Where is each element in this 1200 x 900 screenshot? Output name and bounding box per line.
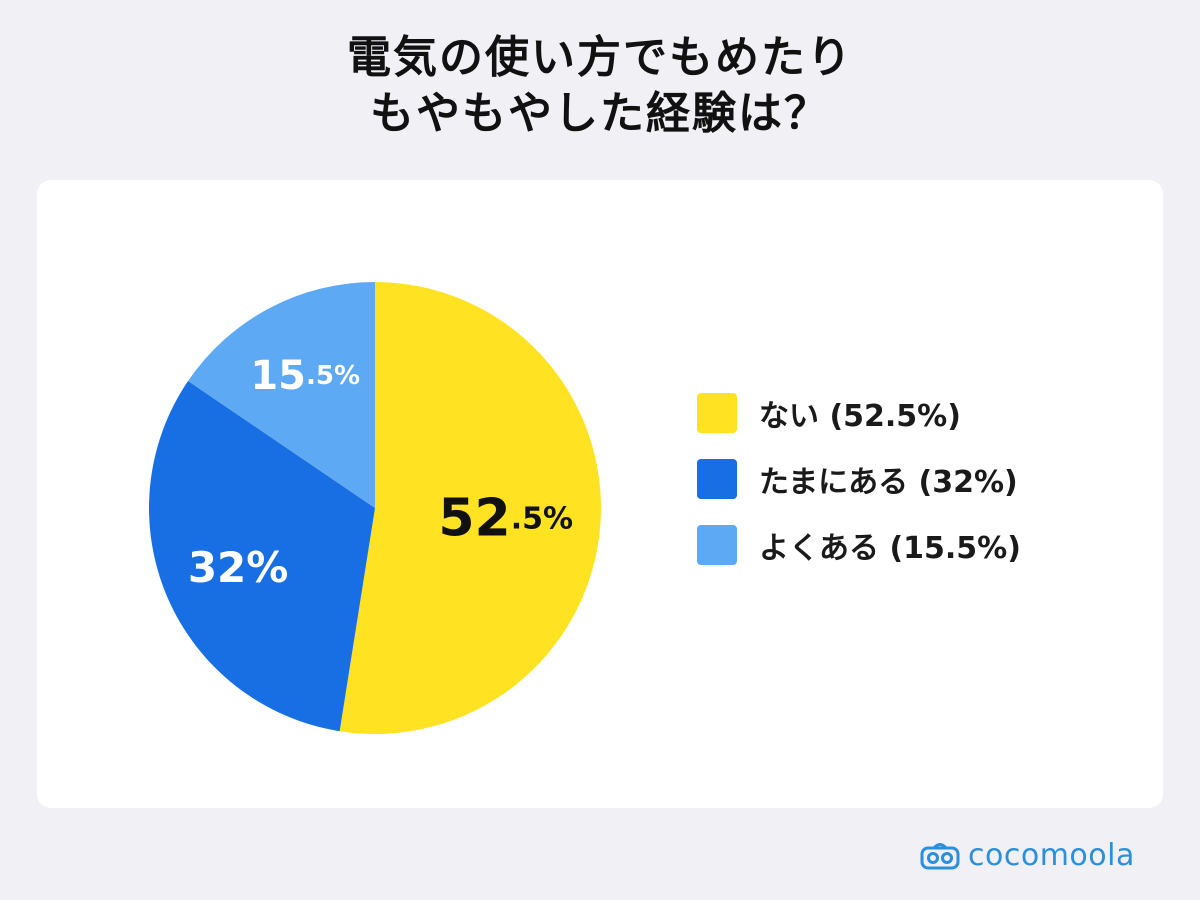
pie-chart: 52.5% 32% 15.5% <box>148 282 601 734</box>
pie-slice-0 <box>339 282 601 734</box>
pie-data-label-2: 15.5% <box>250 353 360 399</box>
legend-item-tamani: たまにある (32%) <box>697 458 1021 500</box>
chart-card: 52.5% 32% 15.5% ない (52.5%) たまにある (32%) よくあ… <box>37 180 1163 808</box>
title-line-1: 電気の使い方でもめたり <box>347 32 853 83</box>
brand-logo: cocomoola <box>920 838 1135 873</box>
logo-text: cocomoola <box>968 838 1135 873</box>
pie-data-label-1: 32% <box>188 543 289 592</box>
pie-data-label-0: 52.5% <box>438 488 573 548</box>
legend-label: よくある (15.5%) <box>759 531 1021 566</box>
pie-slice-1 <box>148 380 375 732</box>
pie-slice-2 <box>188 282 375 508</box>
legend-swatch <box>697 525 737 565</box>
legend-label: ない (52.5%) <box>759 399 961 434</box>
legend-swatch <box>697 393 737 433</box>
legend-label: たまにある (32%) <box>759 465 1018 500</box>
chart-title: 電気の使い方でもめたり もやもやした経験は？ <box>0 30 1200 142</box>
legend-item-yoku: よくある (15.5%) <box>697 524 1021 566</box>
title-line-2: もやもやした経験は？ <box>370 88 830 139</box>
legend-swatch <box>697 459 737 499</box>
legend: ない (52.5%) たまにある (32%) よくある (15.5%) <box>697 392 1021 590</box>
legend-item-nai: ない (52.5%) <box>697 392 1021 434</box>
cocomoola-logo-icon <box>920 842 960 869</box>
